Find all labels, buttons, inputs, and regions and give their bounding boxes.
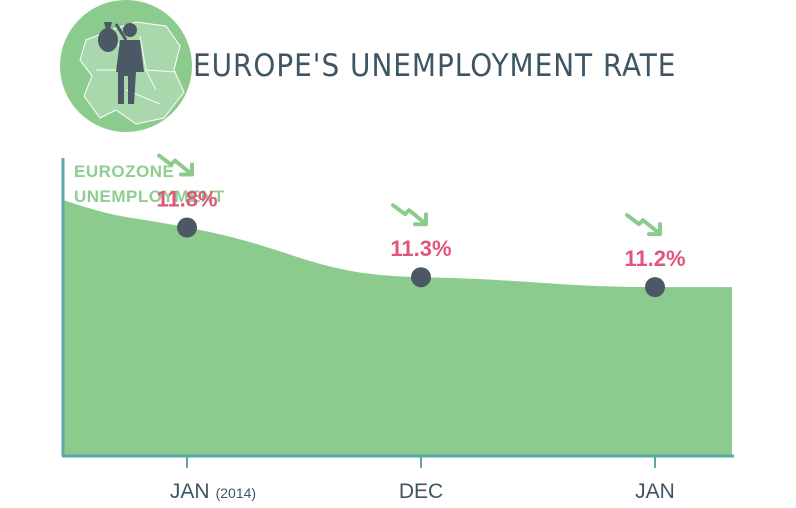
series-label-line: UNEMPLOYMENT xyxy=(74,187,225,206)
trend-down-arrow-icon xyxy=(157,153,194,177)
data-point xyxy=(645,277,665,298)
area-fill xyxy=(64,200,732,456)
globe-logo xyxy=(60,0,192,132)
series-label-line: EUROZONE xyxy=(74,162,175,181)
data-label: 11.3% xyxy=(390,236,451,261)
x-tick-label: JAN (2014) xyxy=(170,480,256,503)
trend-down-arrow-icon xyxy=(625,213,662,237)
page-title: EUROPE'S UNEMPLOYMENT RATE xyxy=(193,48,677,84)
x-tick-label: JAN xyxy=(635,480,675,503)
trend-down-arrow-icon xyxy=(391,203,428,227)
x-tick-label: DEC xyxy=(399,480,443,503)
data-label: 11.2% xyxy=(624,246,685,271)
unemployed-person-icon xyxy=(98,22,144,104)
data-point xyxy=(411,267,431,288)
data-point xyxy=(177,217,197,238)
data-label: 11.8% xyxy=(156,187,217,212)
